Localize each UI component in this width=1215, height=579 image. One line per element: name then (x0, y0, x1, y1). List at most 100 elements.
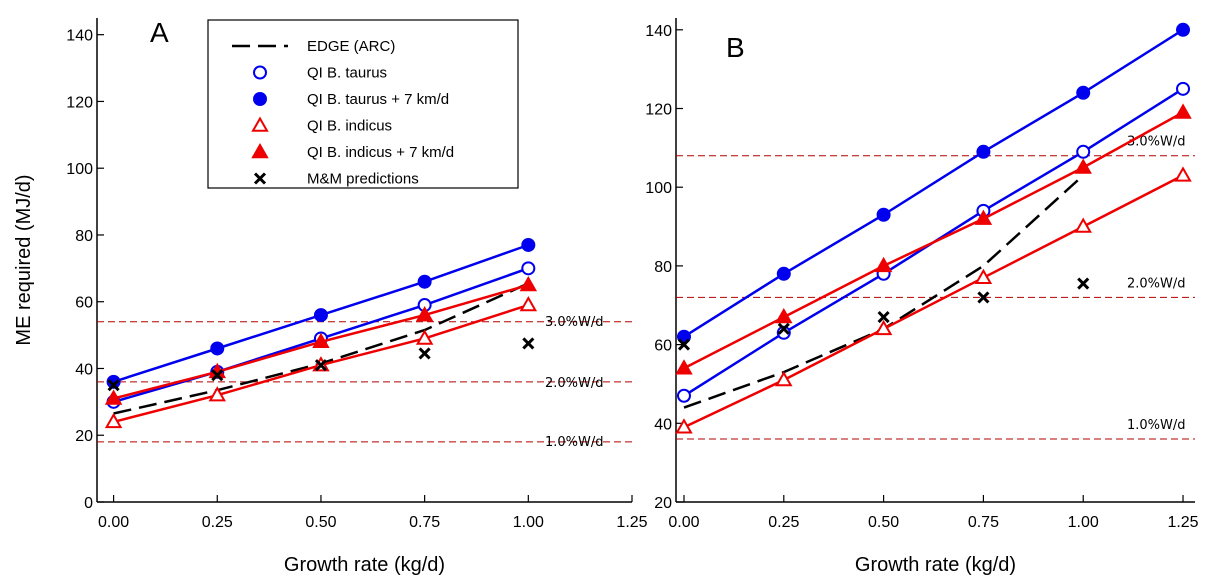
y-axis-label: ME required (MJ/d) (13, 174, 35, 345)
qi-b-indicus-point (519, 296, 538, 312)
y-tick-label: 100 (645, 180, 672, 197)
qi-b-taurus-7-km-d-point (210, 341, 225, 356)
qi-b-taurus-7-km-d-point (521, 237, 536, 252)
qi-b-indicus-7-km-d-point (104, 389, 123, 405)
qi-b-taurus-7-km-d-point (106, 374, 121, 389)
qi-b-taurus-7-km-d-point (417, 274, 432, 289)
y-tick-label: 20 (75, 428, 93, 445)
x-tick-label: 0.25 (202, 514, 233, 531)
legend-item-edge-arc: EDGE (ARC) (232, 38, 395, 55)
series-m-m-predictions (677, 277, 1090, 351)
y-tick-label: 140 (66, 28, 93, 45)
series-qi-b-taurus-7-km-d (106, 237, 536, 389)
qi-b-indicus-7-km-d-point (874, 256, 893, 273)
qi-b-indicus-7-km-d-point (1074, 158, 1092, 174)
x-tick-label: 0.00 (98, 514, 129, 531)
series-qi-b-taurus-7-km-d (676, 22, 1191, 344)
qi-b-indicus-point (1074, 217, 1092, 233)
legend-m-m-predictions-point (253, 172, 267, 185)
legend-item-m-m-predictions: M&M predictions (253, 171, 419, 188)
qi-b-taurus-point (676, 388, 691, 403)
y-tick-label: 60 (75, 295, 93, 312)
legend-item-qi-b-taurus: QI B. taurus (253, 65, 387, 82)
m-m-predictions-point (211, 369, 224, 382)
qi-b-taurus-point (1176, 81, 1191, 96)
reference-line-label: 3.0%W/d (1127, 135, 1186, 150)
qi-b-taurus-7-km-d-point (1176, 22, 1191, 37)
y-tick-label: 120 (66, 94, 93, 111)
panel-label: B (726, 32, 745, 63)
qi-b-taurus-7-km-d-point (1076, 85, 1091, 100)
qi-b-indicus-point (1174, 166, 1192, 182)
qi-b-indicus-point (974, 268, 993, 284)
reference-line-label: 2.0%W/d (1127, 276, 1186, 291)
x-axis-label: Growth rate (kg/d) (284, 554, 445, 576)
qi-b-indicus-7-km-d-point (974, 209, 993, 225)
x-tick-label: 1.25 (1167, 514, 1198, 531)
x-tick-label: 1.25 (616, 514, 647, 531)
x-tick-label: 0.75 (409, 514, 440, 531)
legend-qi-b-taurus-7-km-d-point (253, 92, 267, 106)
qi-b-indicus-point (104, 412, 123, 429)
qi-b-taurus-7-km-d-point (776, 266, 791, 281)
x-tick-label: 1.00 (513, 514, 544, 531)
m-m-predictions-point (877, 310, 890, 324)
legend-qi-b-taurus-point (253, 65, 267, 80)
qi-b-indicus-7-km-d-point (519, 276, 538, 292)
qi-b-taurus-point (1076, 144, 1091, 159)
x-tick-label: 0.00 (668, 514, 699, 531)
qi-b-indicus-7-km-d-point (775, 308, 793, 324)
x-tick-label: 1.00 (1068, 514, 1099, 531)
m-m-predictions-point (1077, 277, 1090, 290)
legend-item-qi-b-indicus-7-km-d: QI B. indicus + 7 km/d (251, 142, 454, 161)
qi-b-indicus-7-km-d-point (675, 359, 693, 375)
y-tick-label: 100 (66, 161, 93, 178)
m-m-predictions-point (677, 338, 691, 351)
reference-line-label: 2.0%W/d (545, 376, 604, 391)
qi-b-taurus-point (521, 261, 536, 276)
qi-b-indicus-point (775, 371, 793, 387)
y-tick-label: 140 (645, 23, 672, 40)
series-m-m-predictions (107, 337, 535, 392)
x-tick-label: 0.50 (868, 514, 899, 531)
qi-b-indicus-point (675, 418, 693, 434)
qi-b-taurus-7-km-d-point (976, 144, 991, 159)
series-line-qi-b-indicus (683, 174, 1184, 429)
legend-item-qi-b-indicus: QI B. indicus (251, 116, 392, 135)
m-m-predictions-point (314, 359, 328, 372)
y-tick-label: 20 (654, 495, 672, 512)
y-tick-label: 40 (654, 416, 672, 433)
panel-a: 0 20 40 60 80 100 120 140 0.00 0.25 0.50 0.75 1.00 1.… (13, 17, 648, 576)
reference-line-label: 1.0%W/d (1127, 418, 1186, 433)
m-m-predictions-point (522, 337, 535, 350)
series-qi-b-indicus-7-km-d (104, 276, 538, 405)
legend-label: M&M predictions (307, 171, 419, 188)
qi-b-taurus-7-km-d-point (876, 207, 891, 222)
m-m-predictions-point (777, 322, 790, 335)
y-tick-label: 0 (84, 495, 93, 512)
y-tick-label: 60 (654, 338, 672, 355)
series-qi-b-indicus-7-km-d (675, 103, 1192, 375)
panel-b: 20 40 60 80 100 120 140 0.00 0.25 0.50 0.75 1.00 1.2… (645, 18, 1199, 576)
series-qi-b-indicus (675, 166, 1192, 434)
panel-label: A (150, 17, 169, 48)
m-m-predictions-point (418, 347, 431, 360)
x-axis-label: Growth rate (kg/d) (855, 554, 1016, 576)
qi-b-indicus-7-km-d-point (1174, 103, 1192, 119)
legend-qi-b-indicus-point (251, 116, 269, 132)
qi-b-indicus-point (415, 329, 434, 345)
x-tick-label: 0.75 (968, 514, 999, 531)
y-tick-label: 80 (654, 259, 672, 276)
y-tick-label: 40 (75, 361, 93, 378)
m-m-predictions-point (107, 379, 120, 392)
x-tick-label: 0.50 (305, 514, 336, 531)
legend-label: QI B. taurus + 7 km/d (307, 91, 449, 108)
reference-line-label: 3.0%W/d (545, 315, 604, 330)
legend: EDGE (ARC) QI B. taurus QI B. taurus + 7 k… (207, 19, 519, 189)
y-tick-label: 80 (75, 228, 93, 245)
qi-b-indicus-point (208, 386, 226, 402)
x-tick-label: 0.25 (768, 514, 799, 531)
legend-label: QI B. indicus + 7 km/d (307, 144, 454, 161)
legend-label: EDGE (ARC) (307, 38, 395, 55)
